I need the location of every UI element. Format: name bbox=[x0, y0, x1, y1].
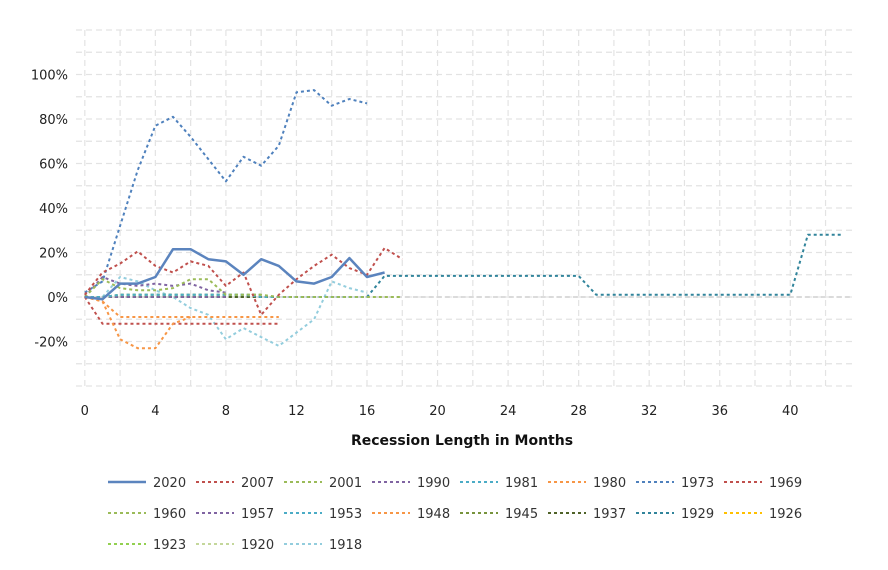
legend-label: 1969 bbox=[769, 476, 802, 491]
legend-item-1937[interactable]: 1937 bbox=[548, 507, 626, 522]
legend-label: 1926 bbox=[769, 507, 802, 522]
legend-item-2007[interactable]: 2007 bbox=[196, 476, 274, 491]
legend-item-1973[interactable]: 1973 bbox=[636, 476, 714, 491]
legend-label: 1981 bbox=[505, 476, 538, 491]
series-line-1948 bbox=[84, 296, 279, 318]
series-line-1929 bbox=[84, 233, 844, 298]
legend-item-1945[interactable]: 1945 bbox=[460, 507, 538, 522]
legend: 2020 2007 2001 1990 1981 1980 1973 1969 1960 1957… bbox=[108, 476, 802, 553]
legend-label: 2007 bbox=[241, 476, 274, 491]
legend-item-1969[interactable]: 1969 bbox=[724, 476, 802, 491]
series-line-1969 bbox=[83, 296, 279, 325]
y-tick-label: 20% bbox=[39, 247, 68, 262]
x-tick-labels: 0 4 8 12 16 20 24 28 32 36 40 bbox=[81, 404, 799, 419]
x-tick-label: 16 bbox=[359, 404, 376, 419]
legend-item-1920[interactable]: 1920 bbox=[196, 538, 274, 553]
grid bbox=[76, 29, 852, 387]
series-line-1980 bbox=[84, 296, 191, 350]
legend-item-2020[interactable]: 2020 bbox=[108, 476, 186, 491]
legend-label: 1918 bbox=[329, 538, 362, 553]
x-tick-label: 24 bbox=[500, 404, 517, 419]
legend-label: 1957 bbox=[241, 507, 274, 522]
x-tick-label: 28 bbox=[570, 404, 587, 419]
x-tick-label: 32 bbox=[641, 404, 658, 419]
legend-item-1980[interactable]: 1980 bbox=[548, 476, 626, 491]
x-tick-label: 4 bbox=[151, 404, 159, 419]
x-tick-label: 8 bbox=[222, 404, 230, 419]
x-tick-label: 20 bbox=[429, 404, 446, 419]
legend-item-1926[interactable]: 1926 bbox=[724, 507, 802, 522]
legend-item-1953[interactable]: 1953 bbox=[284, 507, 362, 522]
legend-label: 1960 bbox=[153, 507, 186, 522]
legend-label: 1937 bbox=[593, 507, 626, 522]
legend-label: 2001 bbox=[329, 476, 362, 491]
legend-label: 1945 bbox=[505, 507, 538, 522]
y-tick-label: -20% bbox=[34, 336, 68, 351]
legend-label: 1973 bbox=[681, 476, 714, 491]
legend-label: 1990 bbox=[417, 476, 450, 491]
legend-item-1923[interactable]: 1923 bbox=[108, 538, 186, 553]
y-tick-label: 40% bbox=[39, 202, 68, 217]
legend-item-1981[interactable]: 1981 bbox=[460, 476, 538, 491]
series-lines bbox=[83, 89, 844, 350]
legend-label: 1948 bbox=[417, 507, 450, 522]
legend-label: 1929 bbox=[681, 507, 714, 522]
legend-label: 1953 bbox=[329, 507, 362, 522]
legend-item-1957[interactable]: 1957 bbox=[196, 507, 274, 522]
y-tick-label: 100% bbox=[31, 69, 68, 84]
legend-item-1929[interactable]: 1929 bbox=[636, 507, 714, 522]
legend-item-1918[interactable]: 1918 bbox=[284, 538, 362, 553]
x-axis-label: Recession Length in Months bbox=[351, 433, 573, 449]
series-line-1973 bbox=[84, 89, 368, 294]
series-line-2007 bbox=[84, 247, 403, 316]
x-tick-label: 40 bbox=[782, 404, 799, 419]
x-tick-label: 36 bbox=[711, 404, 728, 419]
series-line-1990 bbox=[84, 276, 227, 298]
y-tick-label: 80% bbox=[39, 113, 68, 128]
legend-item-1990[interactable]: 1990 bbox=[372, 476, 450, 491]
y-tick-label: 0% bbox=[47, 291, 68, 306]
series-line-2020 bbox=[84, 247, 385, 301]
legend-item-1948[interactable]: 1948 bbox=[372, 507, 450, 522]
series-line-1918 bbox=[84, 276, 368, 347]
legend-label: 1920 bbox=[241, 538, 274, 553]
legend-item-2001[interactable]: 2001 bbox=[284, 476, 362, 491]
legend-label: 2020 bbox=[153, 476, 186, 491]
legend-label: 1923 bbox=[153, 538, 186, 553]
x-tick-label: 12 bbox=[288, 404, 305, 419]
legend-item-1960[interactable]: 1960 bbox=[108, 507, 186, 522]
legend-label: 1980 bbox=[593, 476, 626, 491]
y-tick-label: 60% bbox=[39, 158, 68, 173]
x-tick-label: 0 bbox=[81, 404, 89, 419]
y-tick-labels: -20% 0% 20% 40% 60% 80% 100% bbox=[31, 69, 68, 351]
series-line-2001 bbox=[84, 278, 403, 298]
